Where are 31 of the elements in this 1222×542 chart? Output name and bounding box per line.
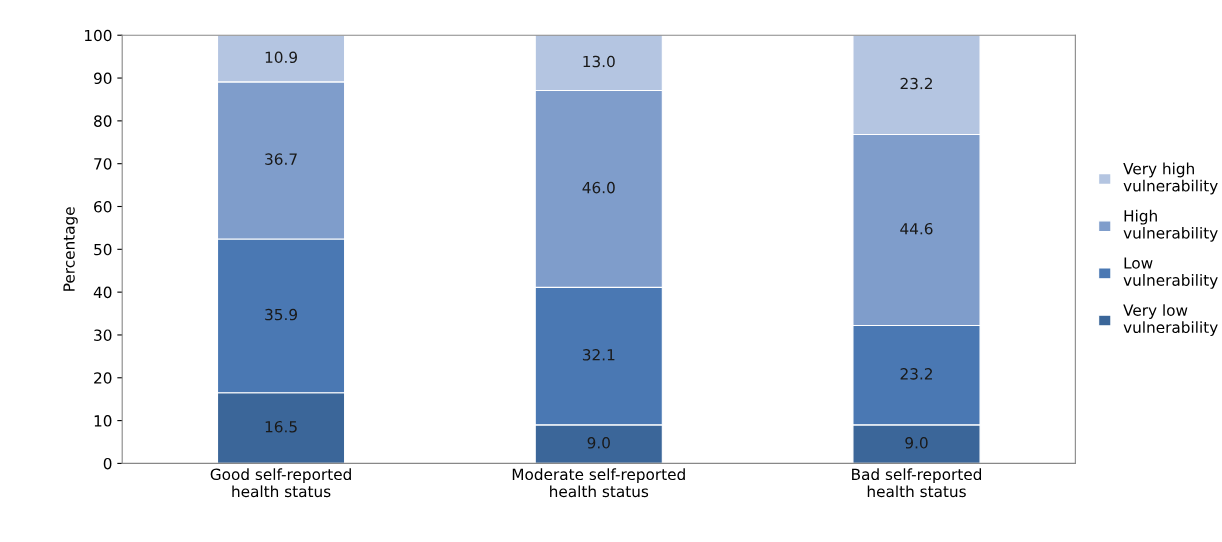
data-label: 32.1 bbox=[582, 349, 615, 361]
data-label: 9.0 bbox=[587, 437, 610, 449]
data-label: 23.2 bbox=[900, 368, 932, 380]
y-tick-label: 40 bbox=[93, 286, 112, 299]
data-label: 16.5 bbox=[265, 420, 297, 433]
data-label: 46.0 bbox=[582, 181, 615, 194]
data-label: 35.9 bbox=[265, 308, 297, 321]
legend-label: High vulnerability bbox=[1123, 209, 1218, 242]
y-tick-label: 90 bbox=[94, 72, 112, 85]
y-tick-label: 0 bbox=[103, 457, 112, 470]
x-tick-label: Moderate self-reported health status bbox=[512, 468, 685, 498]
data-label: 23.2 bbox=[900, 77, 932, 90]
y-tick-label: 30 bbox=[94, 329, 112, 341]
legend-label: Low vulnerability bbox=[1123, 257, 1218, 289]
legend-label: Very high vulnerability bbox=[1123, 162, 1218, 195]
y-tick-label: 70 bbox=[94, 158, 112, 170]
y-tick-label: 80 bbox=[94, 115, 112, 127]
x-tick-label: Good self-reported health status bbox=[210, 468, 351, 498]
y-tick-label: 60 bbox=[94, 200, 112, 213]
data-label: 36.7 bbox=[265, 153, 297, 165]
x-tick-label: Bad self-reported health status bbox=[852, 468, 982, 498]
y-tick-label: 100 bbox=[84, 29, 112, 42]
data-label: 10.9 bbox=[265, 51, 297, 63]
y-tick-label: 20 bbox=[94, 372, 112, 384]
y-tick-label: 50 bbox=[94, 243, 112, 256]
y-axis-title: Percentage bbox=[63, 207, 78, 291]
data-label: 9.0 bbox=[905, 437, 928, 449]
data-label: 13.0 bbox=[583, 55, 615, 68]
legend-label: Very low vulnerability bbox=[1123, 304, 1218, 337]
data-label: 44.6 bbox=[900, 222, 933, 235]
y-tick-label: 10 bbox=[94, 415, 112, 427]
